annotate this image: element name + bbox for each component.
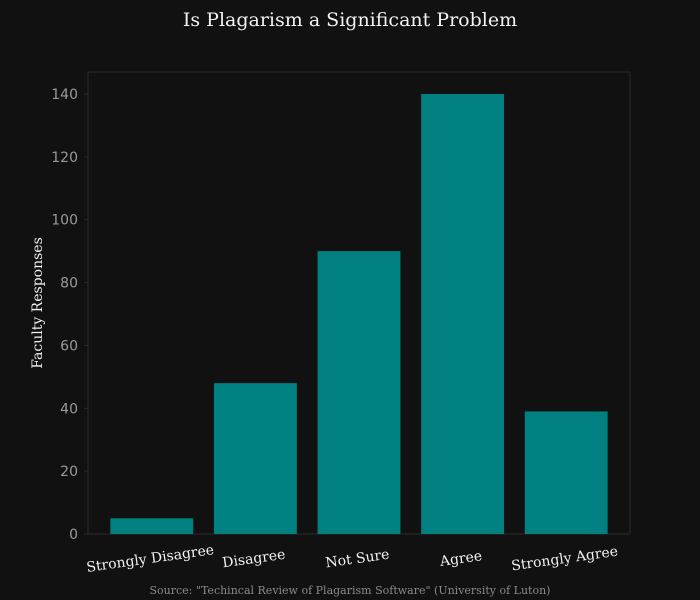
y-tick-label: 120 xyxy=(51,150,78,166)
bar-not-sure xyxy=(317,251,401,534)
source-note: Source: "Techincal Review of Plagarism S… xyxy=(150,584,551,597)
bar-strongly-agree xyxy=(524,411,608,534)
chart-title: Is Plagarism a Significant Problem xyxy=(183,9,517,31)
y-tick-label: 60 xyxy=(60,338,78,354)
bar-agree xyxy=(421,94,505,534)
x-tick-label: Agree xyxy=(438,548,483,570)
y-tick-label: 80 xyxy=(60,276,78,292)
y-tick-label: 40 xyxy=(60,401,78,417)
y-tick-label: 100 xyxy=(51,213,78,229)
bars-group xyxy=(110,94,608,534)
y-tick-label: 140 xyxy=(51,87,78,103)
y-axis-ticks: 0 20 40 60 80 100 120 140 xyxy=(51,87,88,543)
y-tick-label: 20 xyxy=(60,464,78,480)
bar-strongly-disagree xyxy=(110,518,194,534)
y-axis-label: Faculty Responses xyxy=(30,237,46,369)
bar-disagree xyxy=(213,383,297,534)
y-tick-label: 0 xyxy=(69,527,78,543)
